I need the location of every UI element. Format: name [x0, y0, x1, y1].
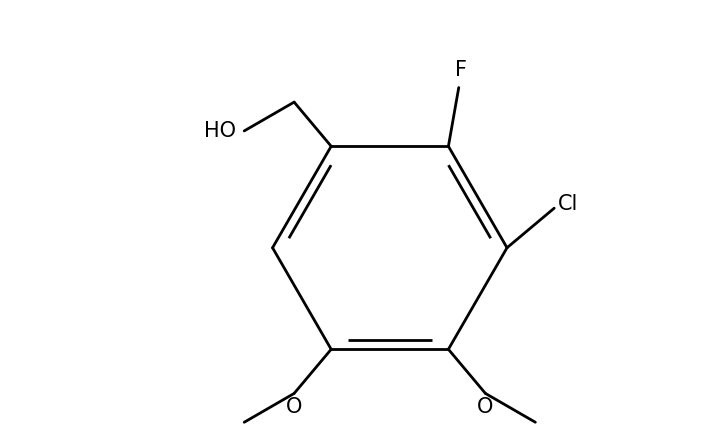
Text: F: F: [455, 60, 467, 80]
Text: Cl: Cl: [558, 194, 578, 214]
Text: O: O: [286, 397, 302, 417]
Text: HO: HO: [204, 121, 236, 141]
Text: O: O: [477, 397, 493, 417]
